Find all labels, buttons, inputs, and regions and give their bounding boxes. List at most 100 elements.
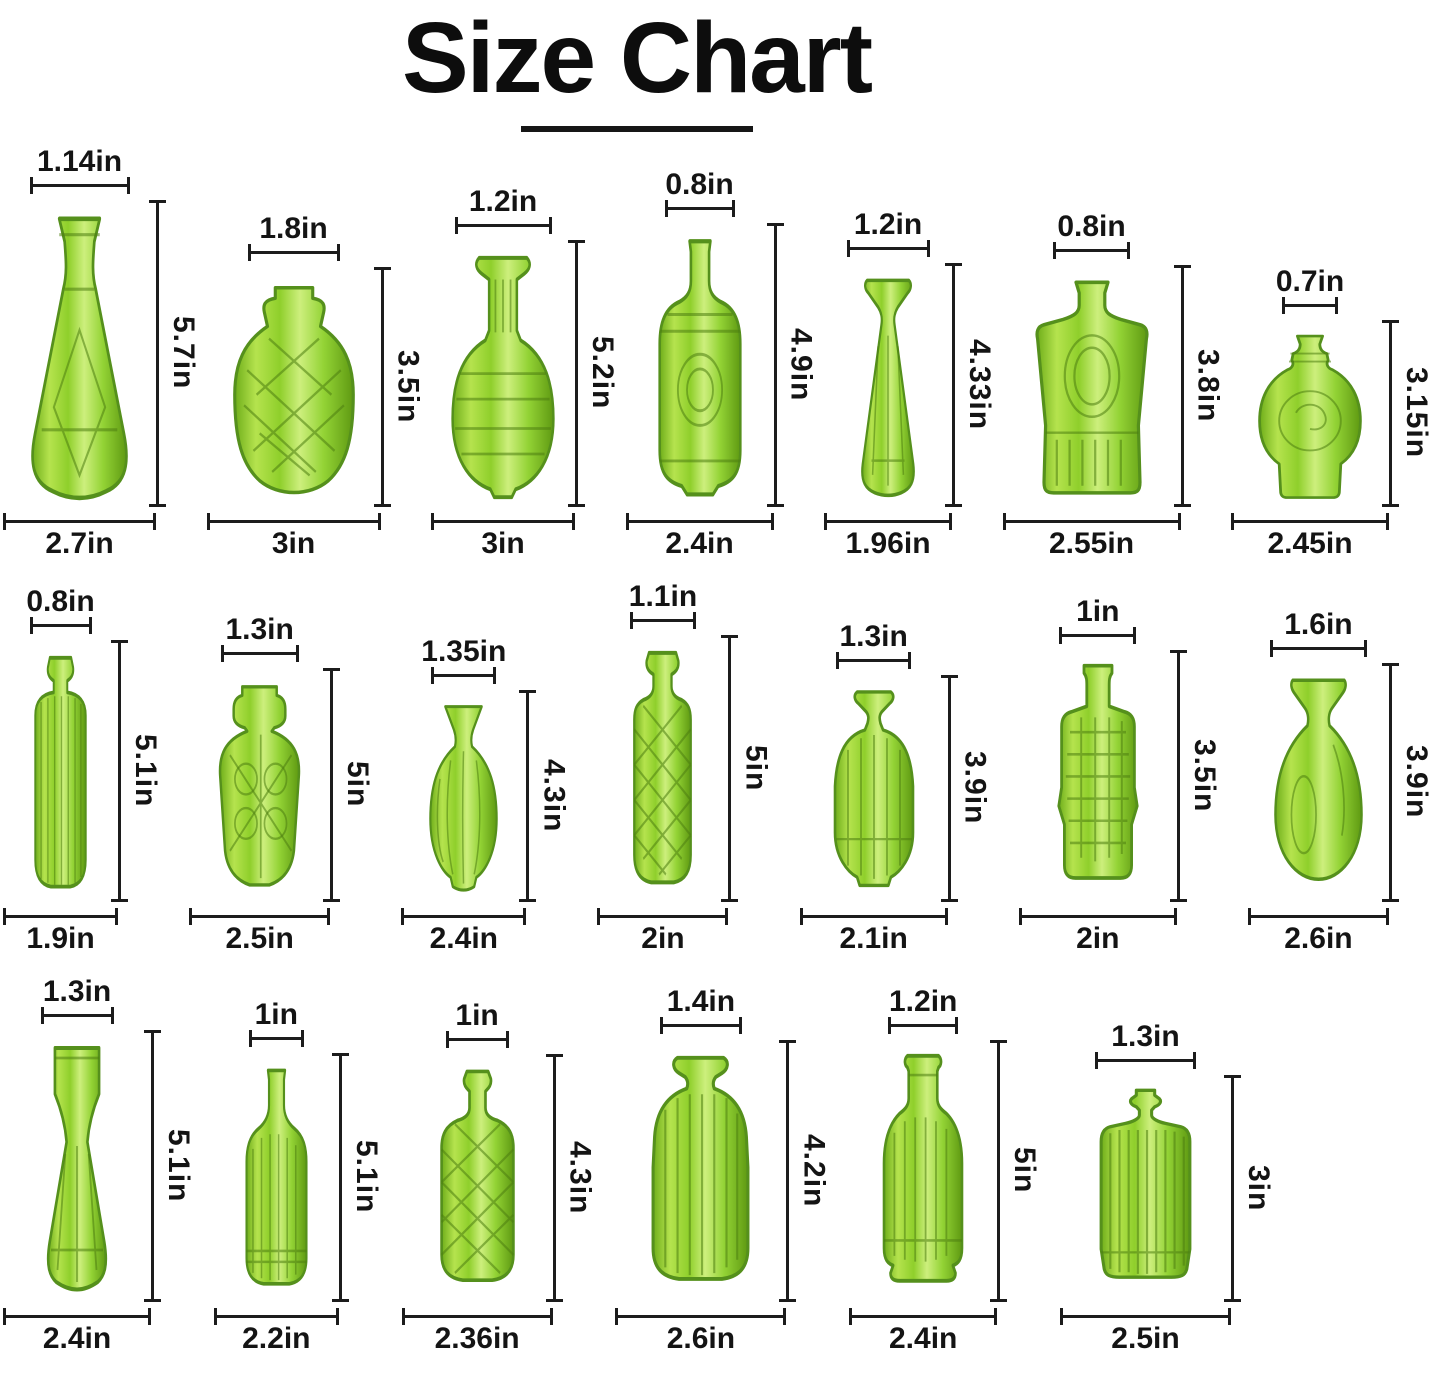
top-dimension: 1.6in xyxy=(1257,609,1380,663)
bottom-width-label: 2in xyxy=(641,921,685,955)
bottom-width-label: 2.6in xyxy=(1284,921,1353,955)
top-width-annotation: 1in xyxy=(1059,596,1137,644)
top-dimension: 1.3in xyxy=(12,976,142,1030)
top-width-line xyxy=(445,1030,509,1048)
vase-and-height: 3in xyxy=(1069,1074,1275,1302)
bottom-width-annotation: 2.7in xyxy=(3,512,156,560)
vase-figure-ribbed-shoulder-bottle: 1in 5.1in 2.2in xyxy=(213,999,383,1354)
bottom-width-annotation: 2.4in xyxy=(849,1307,998,1355)
bottom-width-label: 3in xyxy=(481,526,525,560)
top-width-line xyxy=(664,199,735,217)
height-annotation: 3.5in xyxy=(1169,649,1221,902)
vase-and-height: 5.1in xyxy=(223,1052,383,1302)
vase-and-height: 4.2in xyxy=(624,1039,830,1302)
height-label: 4.9in xyxy=(784,327,818,402)
top-width-line xyxy=(248,1029,304,1047)
top-dimension: 1in xyxy=(223,999,330,1053)
height-label: 5.2in xyxy=(586,336,619,410)
vase-image-square-medallion-decanter xyxy=(1034,280,1149,495)
vase-image-ribbed-teardrop-vase xyxy=(429,704,499,892)
vase-image-flared-carafe xyxy=(46,1045,108,1291)
vase-and-height: 3.5in xyxy=(216,266,425,507)
vase-figure-ribbed-teardrop-vase: 1.35in 4.3in 2.4in xyxy=(401,636,570,954)
vase-figure-ribbed-square-flask: 1.3in 3in 2.5in xyxy=(1059,1021,1275,1354)
bottom-width-annotation: 2.4in xyxy=(3,1307,151,1355)
height-line xyxy=(323,667,341,902)
top-width-annotation: 0.8in xyxy=(664,169,735,217)
vase-figure-ribbed-cylinder-vase: 0.8in 5.1in 1.9in xyxy=(3,586,162,954)
top-dimension: 1.2in xyxy=(833,209,943,263)
bottom-width-line xyxy=(1247,907,1389,925)
height-line xyxy=(1169,649,1187,902)
height-annotation: 4.33in xyxy=(945,262,996,507)
top-dimension: 1.14in xyxy=(12,146,147,200)
bottom-width-line xyxy=(3,907,118,925)
bottom-width-label: 2.4in xyxy=(665,526,734,560)
bottom-width-label: 3in xyxy=(271,526,316,560)
vase-image-medallion-cylinder-bottle xyxy=(657,238,742,497)
vase-and-height: 4.3in xyxy=(411,1053,597,1302)
bottom-width-line xyxy=(1059,1307,1231,1325)
top-dimension: 0.8in xyxy=(1012,211,1172,265)
vase-and-height: 5.7in xyxy=(12,199,200,507)
height-label: 3.9in xyxy=(958,751,992,825)
top-width-label: 1.3in xyxy=(1111,1020,1180,1053)
top-dimension: 1.3in xyxy=(1069,1021,1222,1075)
bottom-width-annotation: 2.2in xyxy=(213,1307,339,1355)
bottom-width-annotation: 2.5in xyxy=(189,907,331,955)
size-chart-grid: 1.14in 5.7in 2.7in 1.8in 3.5in 3in 1.2in 5.2in 3… xyxy=(0,132,1445,1354)
vase-image-round-medallion-bottle xyxy=(1258,334,1362,499)
height-annotation: 5in xyxy=(323,667,375,902)
vase-and-height: 4.3in xyxy=(410,689,570,902)
bottom-width-line xyxy=(189,907,331,925)
vase-figure-faceted-taper-decanter: 1.14in 5.7in 2.7in xyxy=(3,146,200,559)
bottom-width-annotation: 2in xyxy=(597,907,729,955)
bottom-width-label: 2.7in xyxy=(45,526,114,560)
bottom-width-annotation: 2.4in xyxy=(401,907,527,955)
vase-and-height: 3.5in xyxy=(1028,649,1221,902)
bottom-width-annotation: 3in xyxy=(431,512,575,560)
bottom-width-label: 1.96in xyxy=(845,526,931,560)
top-width-annotation: 0.8in xyxy=(1053,211,1130,259)
height-label: 4.3in xyxy=(563,1140,597,1215)
bottom-width-line xyxy=(799,907,948,925)
vase-and-height: 5in xyxy=(198,667,375,902)
top-width-annotation: 1in xyxy=(248,999,304,1047)
bottom-width-annotation: 2in xyxy=(1018,907,1177,955)
top-width-line xyxy=(836,651,912,669)
top-width-line xyxy=(247,243,340,261)
bottom-width-line xyxy=(1231,512,1389,530)
vase-row-2: 0.8in 5.1in 1.9in 1.3in 5in 2.5in 1.35in 4.3in 2… xyxy=(3,581,1433,955)
vase-and-height: 5in xyxy=(606,634,773,902)
bottom-width-label: 2.36in xyxy=(434,1321,520,1355)
bottom-width-label: 2.6in xyxy=(666,1321,736,1355)
bottom-width-line xyxy=(597,907,729,925)
height-label: 3.15in xyxy=(1400,367,1433,459)
top-dimension: 0.8in xyxy=(12,586,109,640)
top-width-line xyxy=(1094,1051,1196,1069)
vase-figure-ribbed-wide-jar: 1.4in 4.2in 2.6in xyxy=(615,986,830,1355)
height-label: 5.1in xyxy=(129,733,162,808)
vase-figure-waisted-taper-vase: 1.2in 4.33in 1.96in xyxy=(824,209,996,560)
top-width-label: 1.2in xyxy=(853,208,923,241)
bottom-width-label: 2.4in xyxy=(42,1321,112,1355)
top-dimension: 1.3in xyxy=(809,621,939,675)
top-width-line xyxy=(29,176,130,194)
top-dimension: 1.8in xyxy=(216,213,372,267)
top-width-label: 1.3in xyxy=(839,620,908,653)
height-line xyxy=(519,689,537,902)
height-label: 5.1in xyxy=(162,1128,195,1203)
vase-image-beaded-round-vase xyxy=(451,255,555,499)
bottom-width-line xyxy=(3,1307,151,1325)
vase-image-smooth-teardrop-vase xyxy=(1274,677,1363,881)
top-width-label: 1.2in xyxy=(468,185,538,218)
vase-row-1: 1.14in 5.7in 2.7in 1.8in 3.5in 3in 1.2in 5.2in 3… xyxy=(3,146,1433,560)
height-label: 5in xyxy=(739,744,773,792)
vase-image-ribbed-wide-jar xyxy=(651,1055,750,1281)
vase-image-ribbed-bell-bottle xyxy=(882,1053,964,1283)
vase-image-lattice-cylinder-bottle xyxy=(633,650,693,884)
top-width-label: 1.3in xyxy=(225,613,294,646)
vase-and-height: 5in xyxy=(858,1039,1041,1302)
height-label: 5in xyxy=(341,761,375,808)
vase-figure-square-medallion-decanter: 0.8in 3.8in 2.55in xyxy=(1002,211,1225,559)
